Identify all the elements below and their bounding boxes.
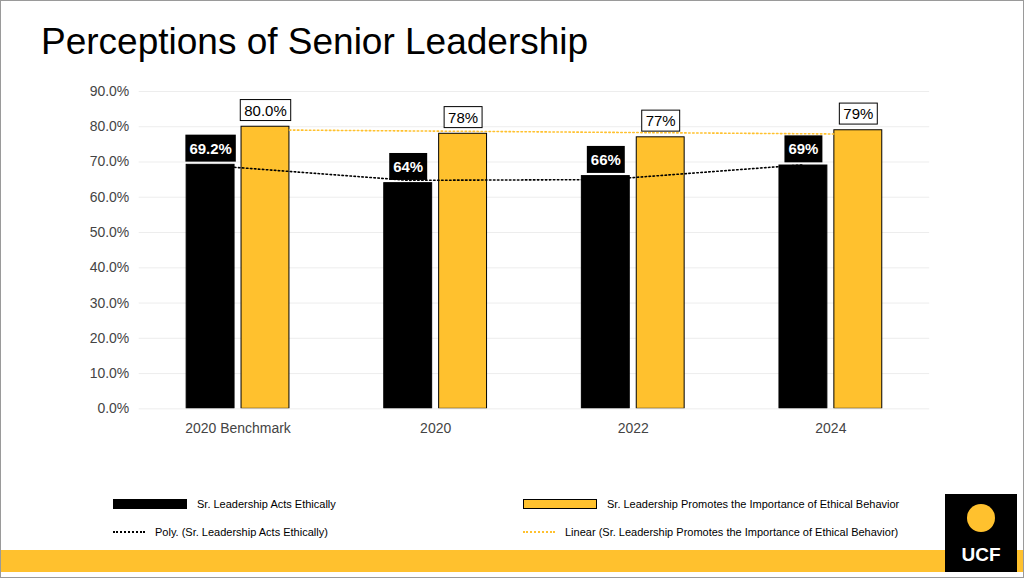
html-text:Linear (Sr. Leadership Promote: Linear (Sr. Leadership Promotes the Impo… bbox=[565, 526, 899, 538]
svg-text:64%: 64% bbox=[393, 158, 423, 175]
svg-text:70.0%: 70.0% bbox=[90, 153, 130, 169]
svg-text:2022: 2022 bbox=[618, 420, 649, 436]
svg-text:78%: 78% bbox=[448, 109, 478, 126]
svg-text:80.0%: 80.0% bbox=[244, 102, 286, 119]
html-text:Sr. Leadership Acts Ethically: Sr. Leadership Acts Ethically bbox=[197, 498, 336, 510]
svg-text:30.0%: 30.0% bbox=[90, 295, 130, 311]
svg-text:69%: 69% bbox=[788, 140, 818, 157]
svg-text:60.0%: 60.0% bbox=[90, 189, 130, 205]
svg-text:80.0%: 80.0% bbox=[90, 118, 130, 134]
svg-text:90.0%: 90.0% bbox=[90, 83, 130, 99]
svg-text:2024: 2024 bbox=[815, 420, 846, 436]
html-text:Sr. Leadership Promotes the Im: Sr. Leadership Promotes the Importance o… bbox=[607, 498, 900, 510]
html-text:Perceptions of Senior Leadersh: Perceptions of Senior Leadership bbox=[41, 21, 589, 62]
svg-text:40.0%: 40.0% bbox=[90, 259, 130, 275]
svg-text:0.0%: 0.0% bbox=[97, 400, 129, 416]
svg-text:2020: 2020 bbox=[420, 420, 451, 436]
svg-text:79%: 79% bbox=[843, 105, 873, 122]
svg-text:20.0%: 20.0% bbox=[90, 330, 130, 346]
html-text:UCF: UCF bbox=[961, 544, 1001, 565]
svg-text:2020 Benchmark: 2020 Benchmark bbox=[185, 420, 291, 436]
svg-text:69.2%: 69.2% bbox=[189, 140, 231, 157]
svg-text:77%: 77% bbox=[646, 112, 676, 129]
html-text:Poly. (Sr. Leadership Acts Eth: Poly. (Sr. Leadership Acts Ethically) bbox=[155, 526, 328, 538]
svg-text:10.0%: 10.0% bbox=[90, 365, 130, 381]
svg-text:66%: 66% bbox=[591, 151, 621, 168]
svg-text:50.0%: 50.0% bbox=[90, 224, 130, 240]
